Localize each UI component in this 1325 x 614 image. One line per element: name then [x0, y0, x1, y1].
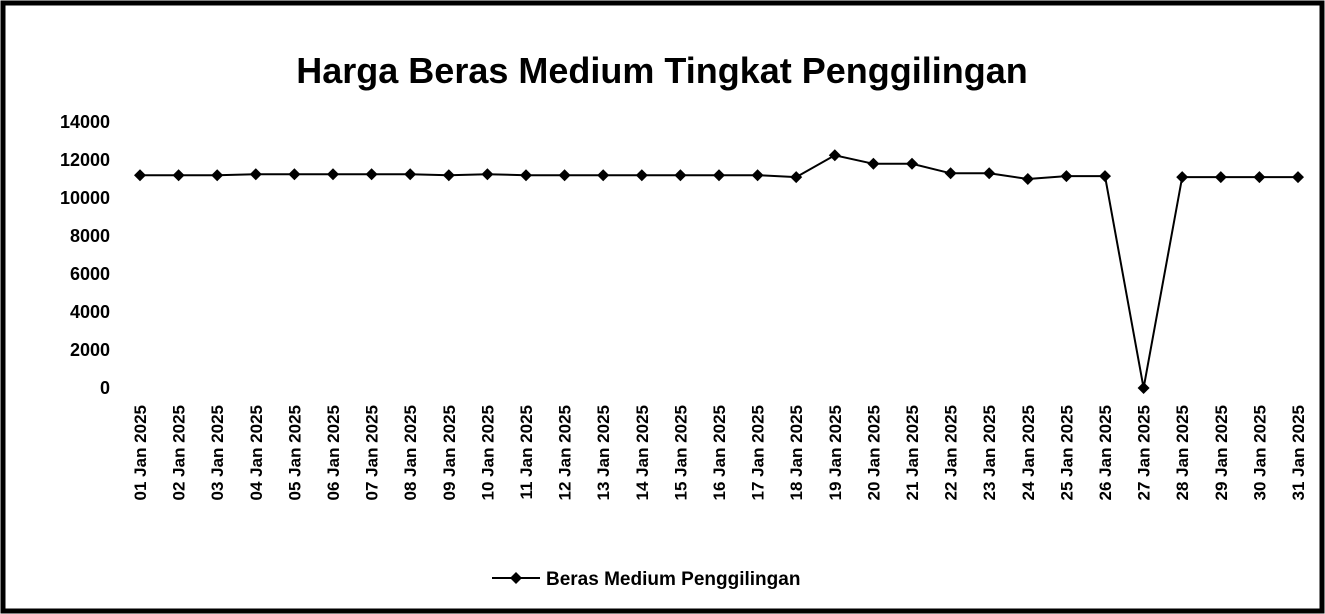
- x-tick-label: 08 Jan 2025: [401, 405, 420, 500]
- x-tick-label: 28 Jan 2025: [1173, 405, 1192, 500]
- chart-title: Harga Beras Medium Tingkat Penggilingan: [296, 50, 1027, 91]
- x-tick-label: 09 Jan 2025: [440, 405, 459, 500]
- x-tick-label: 19 Jan 2025: [826, 405, 845, 500]
- x-tick-label: 13 Jan 2025: [594, 405, 613, 500]
- x-tick-label: 24 Jan 2025: [1019, 405, 1038, 500]
- y-tick-label: 0: [100, 378, 110, 398]
- x-tick-label: 07 Jan 2025: [363, 405, 382, 500]
- x-tick-label: 03 Jan 2025: [208, 405, 227, 500]
- x-tick-label: 12 Jan 2025: [556, 405, 575, 500]
- point: [597, 169, 610, 182]
- x-tick-label: 16 Jan 2025: [710, 405, 729, 500]
- x-tick-label: 25 Jan 2025: [1057, 405, 1076, 500]
- point: [288, 168, 301, 181]
- y-tick-label: 6000: [70, 264, 110, 284]
- x-tick-label: 05 Jan 2025: [285, 405, 304, 500]
- point: [828, 149, 841, 162]
- y-tick-label: 2000: [70, 340, 110, 360]
- x-tick-label: 15 Jan 2025: [671, 405, 690, 500]
- point: [867, 157, 880, 170]
- x-tick-label: 21 Jan 2025: [903, 405, 922, 500]
- point: [983, 167, 996, 180]
- point: [442, 169, 455, 182]
- point: [1253, 171, 1266, 184]
- point: [249, 168, 262, 181]
- x-tick-label: 18 Jan 2025: [787, 405, 806, 500]
- point: [134, 169, 146, 182]
- x-tick-label: 31 Jan 2025: [1289, 405, 1308, 500]
- x-tick-label: 11 Jan 2025: [517, 405, 536, 500]
- legend-label: Beras Medium Penggilingan: [546, 569, 800, 590]
- point: [172, 169, 185, 182]
- x-tick-label: 20 Jan 2025: [864, 405, 883, 500]
- x-tick-label: 02 Jan 2025: [170, 405, 189, 500]
- y-tick-label: 8000: [70, 226, 110, 246]
- point: [365, 168, 378, 181]
- x-tick-label: 14 Jan 2025: [633, 405, 652, 500]
- point: [635, 169, 648, 182]
- point: [674, 169, 687, 182]
- point: [1060, 170, 1073, 183]
- point: [404, 168, 417, 181]
- x-tick-label: 06 Jan 2025: [324, 405, 343, 500]
- point: [1099, 170, 1111, 183]
- x-tick-label: 23 Jan 2025: [980, 405, 999, 500]
- point: [1137, 382, 1150, 394]
- point: [327, 168, 339, 181]
- x-tick-label: 27 Jan 2025: [1135, 405, 1154, 500]
- point: [481, 168, 494, 181]
- point: [1214, 171, 1227, 184]
- x-tick-label: 17 Jan 2025: [749, 405, 768, 500]
- point: [558, 169, 571, 182]
- point: [906, 157, 918, 170]
- point: [1176, 171, 1189, 184]
- x-tick-label: 29 Jan 2025: [1212, 405, 1231, 500]
- legend-marker: [510, 572, 522, 584]
- x-tick-label: 22 Jan 2025: [942, 405, 961, 500]
- y-tick-label: 14000: [60, 112, 110, 132]
- point: [211, 169, 224, 182]
- x-tick-label: 04 Jan 2025: [247, 405, 266, 500]
- point: [751, 169, 764, 182]
- x-tick-label: 10 Jan 2025: [478, 405, 497, 500]
- point: [520, 169, 532, 182]
- point: [1292, 171, 1304, 184]
- x-tick-label: 26 Jan 2025: [1096, 405, 1115, 500]
- y-tick-label: 4000: [70, 302, 110, 322]
- point: [790, 171, 803, 184]
- y-tick-label: 10000: [60, 188, 110, 208]
- y-tick-label: 12000: [60, 150, 110, 170]
- point: [713, 169, 725, 182]
- point: [1021, 173, 1034, 185]
- point: [944, 167, 957, 180]
- x-tick-label: 01 Jan 2025: [131, 405, 150, 500]
- x-tick-label: 30 Jan 2025: [1250, 405, 1269, 500]
